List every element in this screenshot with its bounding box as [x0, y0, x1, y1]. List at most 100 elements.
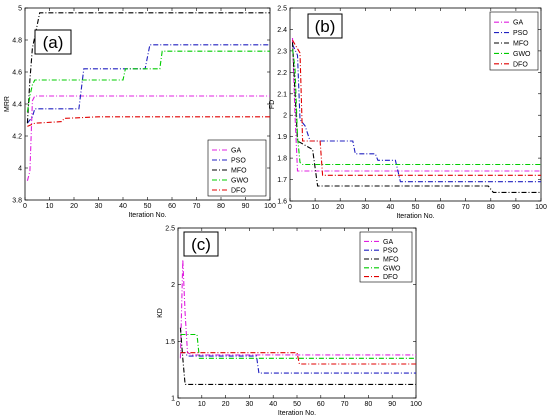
x-tick-label: 40	[387, 204, 395, 211]
legend-label-dfo: DFO	[513, 61, 528, 68]
chart-panel-2: 0 10 20 30 40 50 60 70 80 90 100 1.6 1.7 1.8 1.9 2 2.1 2.…	[269, 6, 547, 221]
legend-label-mfo: MFO	[513, 41, 529, 48]
x-tick-label: 100	[264, 203, 276, 210]
y-tick-label: 2.2	[277, 70, 287, 77]
x-tick-label: 0	[23, 203, 27, 210]
y-tick-label: 3.8	[12, 198, 22, 205]
series-line-pso	[292, 44, 541, 183]
series-line-ga	[291, 37, 541, 172]
y-tick-label: 2	[171, 282, 175, 289]
y-tick-label: 5	[18, 6, 22, 13]
x-tick-label: 100	[535, 204, 547, 211]
x-tick-label: 50	[412, 204, 420, 211]
y-tick-label: 1.8	[277, 156, 287, 163]
x-tick-label: 40	[269, 401, 277, 408]
y-tick-label: 1.7	[277, 177, 287, 184]
y-axis-label: FD	[269, 100, 276, 109]
x-tick-label: 90	[512, 204, 520, 211]
x-tick-label: 80	[217, 203, 225, 210]
legend-label-dfo: DFO	[383, 274, 398, 281]
x-tick-label: 30	[361, 204, 369, 211]
y-tick-label: 2	[283, 113, 287, 120]
x-tick-label: 80	[365, 401, 373, 408]
legend-label-gwo: GWO	[383, 265, 401, 272]
x-tick-label: 70	[193, 203, 201, 210]
x-tick-label: 0	[176, 401, 180, 408]
y-axis-label: KD	[157, 308, 164, 318]
x-tick-label: 0	[288, 204, 292, 211]
series-line-ga	[179, 259, 416, 359]
y-tick-label: 2.1	[277, 91, 287, 98]
legend-label-mfo: MFO	[383, 257, 399, 264]
panel-label: (b)	[315, 17, 336, 36]
y-tick-label: 4.6	[12, 70, 22, 77]
legend-label-pso: PSO	[231, 158, 246, 165]
y-tick-label: 2.4	[277, 27, 287, 34]
x-tick-label: 60	[437, 204, 445, 211]
legend-label-pso: PSO	[513, 30, 528, 37]
y-tick-label: 4.4	[12, 102, 22, 109]
legend: GA PSO MFO GWO DFO	[489, 11, 539, 71]
series-line-dfo	[27, 116, 270, 127]
x-tick-label: 90	[242, 203, 250, 210]
y-tick-label: 2.5	[277, 6, 287, 13]
legend-label-pso: PSO	[383, 248, 398, 255]
x-axis-label: Iteration No.	[128, 212, 166, 219]
series-line-mfo	[179, 327, 416, 385]
x-tick-label: 50	[293, 401, 301, 408]
x-tick-label: 90	[388, 401, 396, 408]
y-tick-label: 4.2	[12, 134, 22, 141]
series-line-gwo	[26, 50, 270, 113]
panel-label-box	[34, 29, 72, 55]
chart-panel-3: 0 10 20 30 40 50 60 70 80 90 100 1 1.5 2 2.5 Iteration …	[157, 226, 422, 418]
panel-label-box	[307, 13, 343, 39]
x-tick-label: 20	[222, 401, 230, 408]
x-tick-label: 80	[487, 204, 495, 211]
x-tick-label: 50	[144, 203, 152, 210]
legend-label-gwo: GWO	[513, 51, 531, 58]
series-line-ga	[26, 95, 270, 181]
x-tick-label: 30	[246, 401, 254, 408]
x-tick-label: 10	[46, 203, 54, 210]
legend-label-ga: GA	[231, 148, 241, 155]
legend-label-gwo: GWO	[231, 178, 249, 185]
x-tick-label: 30	[95, 203, 103, 210]
legend-box	[207, 139, 267, 197]
series-line-dfo	[292, 39, 541, 176]
y-tick-label: 1.9	[277, 134, 287, 141]
x-tick-label: 40	[119, 203, 127, 210]
x-tick-label: 70	[462, 204, 470, 211]
panel-label: (a)	[43, 33, 64, 52]
x-tick-label: 60	[168, 203, 176, 210]
x-axis-label: Iteration No.	[278, 410, 316, 417]
legend-label-ga: GA	[513, 20, 523, 27]
y-axis-label: MRR	[4, 96, 11, 112]
legend-box	[359, 231, 413, 283]
legend: GA PSO MFO GWO DFO	[207, 139, 267, 197]
chart-panel-1: 0 10 20 30 40 50 60 70 80 90 100 3.8 4 4.2 4.4 4.6 4.8 5 I…	[4, 6, 276, 220]
y-tick-label: 2.3	[277, 48, 287, 55]
y-tick-label: 2.5	[165, 226, 175, 233]
series-line-mfo	[291, 42, 541, 193]
series-line-pso	[26, 44, 270, 124]
series-line-mfo	[26, 12, 270, 124]
x-tick-label: 60	[317, 401, 325, 408]
legend-label-ga: GA	[383, 239, 393, 246]
x-tick-label: 10	[311, 204, 319, 211]
series-line-dfo	[180, 352, 416, 365]
y-tick-label: 4.8	[12, 38, 22, 45]
series-line-gwo	[291, 48, 541, 166]
legend-label-mfo: MFO	[231, 168, 247, 175]
x-axis-label: Iteration No.	[396, 213, 434, 220]
y-tick-label: 1.6	[277, 199, 287, 206]
x-tick-label: 20	[336, 204, 344, 211]
x-tick-label: 70	[341, 401, 349, 408]
y-tick-label: 1.5	[165, 339, 175, 346]
panel-label: (c)	[191, 235, 211, 254]
x-tick-label: 10	[198, 401, 206, 408]
x-tick-label: 100	[410, 401, 422, 408]
legend-label-dfo: DFO	[231, 188, 246, 195]
x-tick-label: 20	[70, 203, 78, 210]
